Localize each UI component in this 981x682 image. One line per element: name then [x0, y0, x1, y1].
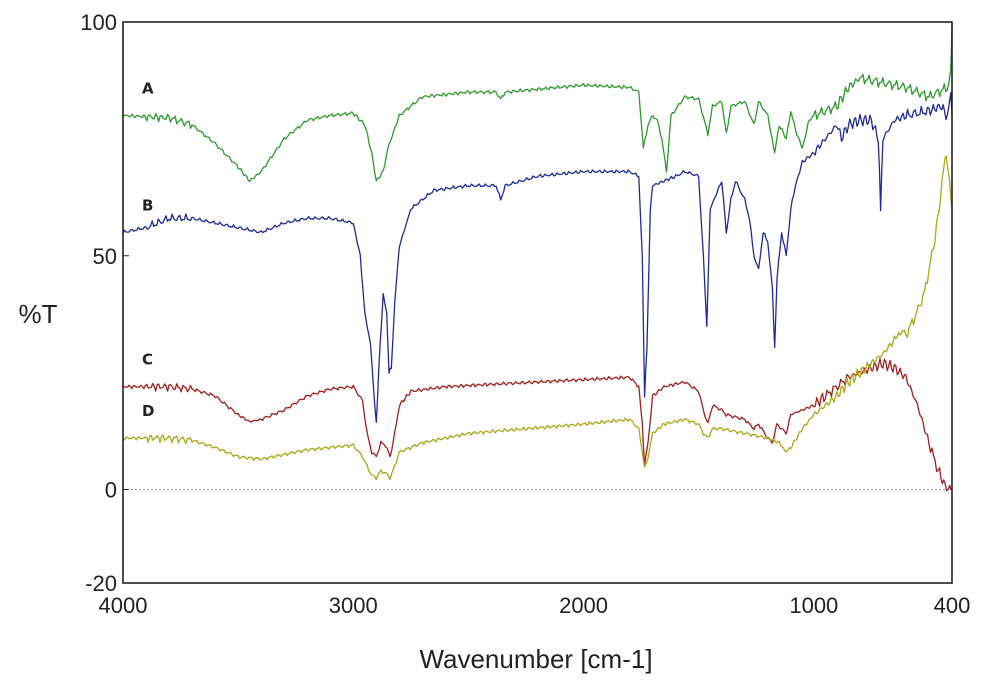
- series-label-b: B: [142, 196, 153, 214]
- series-line-d: [122, 155, 953, 481]
- x-axis-title: Wavenumber [cm-1]: [419, 644, 652, 674]
- series-line-a: [122, 21, 953, 183]
- y-tick-label: 100: [80, 10, 117, 35]
- y-tick-label: -20: [85, 571, 117, 596]
- series-label-d: D: [142, 402, 154, 420]
- y-tick-label: 50: [93, 244, 117, 269]
- x-tick-label: 3000: [329, 593, 378, 618]
- series-line-b: [122, 92, 953, 423]
- y-tick-label: 0: [105, 478, 117, 503]
- y-axis-title: %T: [19, 299, 58, 329]
- x-tick-label: 4000: [99, 593, 148, 618]
- series-label-c: C: [142, 351, 153, 369]
- plot-frame: [122, 21, 953, 584]
- x-tick-label: 400: [934, 593, 971, 618]
- series-line-c: [122, 358, 953, 492]
- series-label-a: A: [142, 80, 154, 98]
- x-tick-label: 2000: [559, 593, 608, 618]
- plot-area: [123, 22, 952, 583]
- x-tick-label: 1000: [789, 593, 838, 618]
